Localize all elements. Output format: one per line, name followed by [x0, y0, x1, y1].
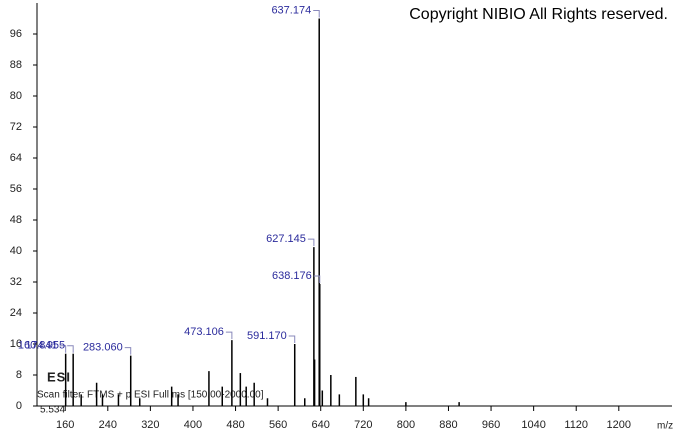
- x-tick-label: 720: [354, 419, 372, 431]
- y-tick-label: 72: [10, 121, 22, 133]
- scan-filter: Scan filter: FTMS + p ESI Full ms [150.0…: [37, 390, 264, 401]
- y-tick-label: 64: [10, 152, 22, 164]
- peak-label: 160.841: [18, 340, 58, 352]
- peak-label-connector: [225, 331, 233, 340]
- x-axis-label: m/z: [657, 421, 673, 432]
- y-tick-label: 0: [16, 400, 22, 412]
- x-tick-label: 1120: [564, 419, 588, 431]
- peak-label-connector: [288, 335, 296, 343]
- peak-label-connector: [313, 10, 320, 18]
- y-tick-label: 40: [10, 245, 22, 257]
- peak-label: 591.170: [247, 330, 287, 342]
- peak-label-connector: [67, 345, 74, 353]
- x-tick-label: 800: [397, 419, 415, 431]
- ionization: ESI: [47, 369, 71, 384]
- peak-label-connector: [59, 345, 67, 353]
- peak-label: 174.955: [25, 340, 65, 352]
- peak-label: 627.145: [266, 233, 306, 245]
- y-tick-label: 48: [10, 214, 22, 226]
- x-tick-label: 400: [184, 419, 202, 431]
- x-tick-label: 320: [141, 419, 159, 431]
- y-tick-label: 16: [10, 338, 22, 350]
- peak-label-connector: [313, 275, 321, 283]
- x-tick-label: 960: [482, 419, 500, 431]
- y-tick-label: 96: [10, 28, 22, 40]
- y-tick-label: 88: [10, 59, 22, 71]
- peak-label-connector: [307, 238, 315, 247]
- x-tick-label: 880: [439, 419, 457, 431]
- peak-label-connector: [124, 347, 132, 355]
- peak-label: 638.176: [272, 270, 312, 282]
- y-tick-label: 80: [10, 90, 22, 102]
- x-tick-label: 560: [269, 419, 287, 431]
- x-tick-label: 480: [226, 419, 244, 431]
- x-tick-label: 1040: [521, 419, 545, 431]
- x-tick-label: 160: [56, 419, 74, 431]
- retention-time: 5.534: [40, 405, 65, 416]
- peak-label: 283.060: [83, 342, 123, 354]
- x-tick-label: 1200: [607, 419, 631, 431]
- x-tick-label: 240: [99, 419, 117, 431]
- y-tick-label: 56: [10, 183, 22, 195]
- y-tick-label: 8: [16, 369, 22, 381]
- peak-label: 637.174: [271, 4, 311, 16]
- copyright: Copyright NIBIO All Rights reserved.: [409, 6, 668, 23]
- x-tick-label: 640: [312, 419, 330, 431]
- y-tick-label: 24: [10, 307, 22, 319]
- y-tick-label: 32: [10, 276, 22, 288]
- peak-label: 473.106: [184, 326, 224, 338]
